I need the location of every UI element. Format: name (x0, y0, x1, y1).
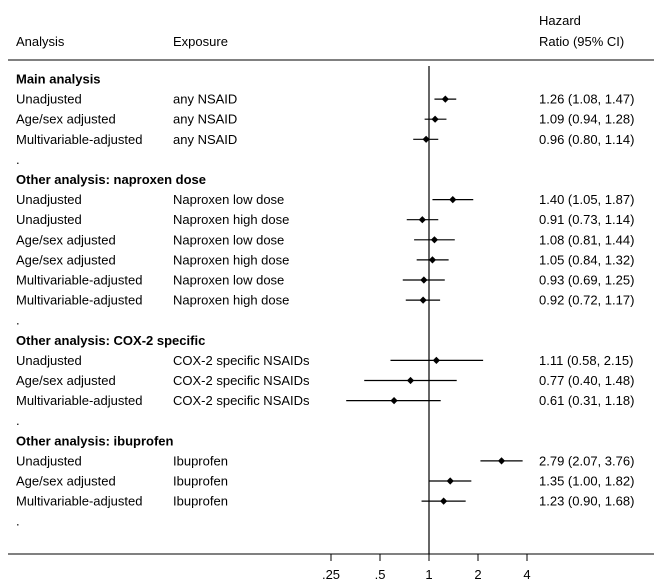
row-hr-label: 1.40 (1.05, 1.87) (539, 192, 634, 207)
row-hr-label: 0.77 (0.40, 1.48) (539, 373, 634, 388)
row-exposure-label: any NSAID (173, 132, 237, 147)
row-exposure-label: Naproxen low dose (173, 192, 284, 207)
row-hr-label: 0.92 (0.72, 1.17) (539, 293, 634, 308)
row-exposure-label: COX-2 specific NSAIDs (173, 393, 310, 408)
point-estimate (430, 236, 439, 244)
x-tick-label: .25 (322, 567, 340, 582)
row-hr-label: 1.08 (0.81, 1.44) (539, 232, 634, 247)
row-exposure-label: Ibuprofen (173, 494, 228, 509)
row-exposure-label: Naproxen low dose (173, 232, 284, 247)
row-analysis-label: Unadjusted (16, 92, 82, 107)
x-tick-label: 4 (523, 567, 530, 582)
point-estimate (432, 356, 440, 364)
x-axis: .25 .5 1 2 4 (322, 554, 531, 582)
row-hr-label: 1.11 (0.58, 2.15) (539, 353, 633, 368)
row-analysis-label: Age/sex adjusted (16, 112, 116, 127)
spacer-dot: . (16, 313, 20, 328)
x-tick-label: 2 (474, 567, 481, 582)
row-exposure-label: COX-2 specific NSAIDs (173, 373, 310, 388)
row-hr-label: 0.93 (0.69, 1.25) (539, 273, 634, 288)
row-analysis-label: Age/sex adjusted (16, 474, 116, 489)
row-exposure-label: Naproxen low dose (173, 273, 284, 288)
row-analysis-label: Unadjusted (16, 453, 82, 468)
section-heading: Other analysis: COX-2 specific (16, 333, 205, 348)
point-estimate (449, 196, 457, 204)
marks-layer (346, 95, 523, 505)
row-analysis-label: Multivariable-adjusted (16, 273, 142, 288)
header-analysis: Analysis (16, 34, 65, 49)
row-hr-label: 1.26 (1.08, 1.47) (539, 92, 634, 107)
point-estimate (440, 497, 448, 505)
point-estimate (390, 397, 398, 405)
row-analysis-label: Unadjusted (16, 212, 82, 227)
row-hr-label: 0.61 (0.31, 1.18) (539, 393, 634, 408)
spacer-dot: . (16, 413, 20, 428)
point-estimate (420, 276, 428, 284)
header-row: Analysis Exposure Hazard Ratio (95% CI) (16, 13, 624, 49)
point-estimate (418, 216, 426, 224)
row-hr-label: 1.35 (1.00, 1.82) (539, 474, 634, 489)
row-hr-label: 0.96 (0.80, 1.14) (539, 132, 634, 147)
row-hr-label: 1.09 (0.94, 1.28) (539, 112, 634, 127)
section-heading: Other analysis: ibuprofen (16, 433, 174, 448)
point-estimate (497, 457, 506, 465)
row-hr-label: 2.79 (2.07, 3.76) (539, 453, 634, 468)
row-exposure-label: Ibuprofen (173, 453, 228, 468)
row-analysis-label: Unadjusted (16, 353, 82, 368)
point-estimate (431, 115, 439, 123)
row-hr-label: 0.91 (0.73, 1.14) (539, 212, 634, 227)
row-analysis-label: Unadjusted (16, 192, 82, 207)
row-exposure-label: any NSAID (173, 112, 237, 127)
row-hr-label: 1.05 (0.84, 1.32) (539, 252, 634, 267)
header-exposure: Exposure (173, 34, 228, 49)
point-estimate (422, 135, 430, 143)
row-exposure-label: Naproxen high dose (173, 212, 289, 227)
x-tick-label: 1 (425, 567, 432, 582)
row-analysis-label: Multivariable-adjusted (16, 494, 142, 509)
row-exposure-label: Naproxen high dose (173, 293, 289, 308)
row-exposure-label: any NSAID (173, 92, 237, 107)
row-analysis-label: Age/sex adjusted (16, 232, 116, 247)
spacer-dot: . (16, 152, 20, 167)
point-estimate (428, 256, 437, 264)
spacer-dot: . (16, 514, 20, 529)
point-estimate (446, 477, 454, 485)
x-tick-label: .5 (375, 567, 386, 582)
section-heading: Other analysis: naproxen dose (16, 172, 206, 187)
point-estimate (419, 296, 427, 304)
rows-layer: Main analysis Unadjusted any NSAID 1.26 (1.… (16, 72, 634, 529)
header-hr-line1: Hazard (539, 13, 581, 28)
row-analysis-label: Age/sex adjusted (16, 373, 116, 388)
row-analysis-label: Multivariable-adjusted (16, 132, 142, 147)
point-estimate (406, 376, 415, 385)
header-hr-line2: Ratio (95% CI) (539, 34, 624, 49)
point-estimate (441, 95, 449, 103)
row-exposure-label: COX-2 specific NSAIDs (173, 353, 310, 368)
row-exposure-label: Naproxen high dose (173, 252, 289, 267)
row-analysis-label: Multivariable-adjusted (16, 293, 142, 308)
row-hr-label: 1.23 (0.90, 1.68) (539, 494, 634, 509)
row-analysis-label: Age/sex adjusted (16, 252, 116, 267)
section-heading: Main analysis (16, 72, 101, 87)
row-exposure-label: Ibuprofen (173, 474, 228, 489)
row-analysis-label: Multivariable-adjusted (16, 393, 142, 408)
